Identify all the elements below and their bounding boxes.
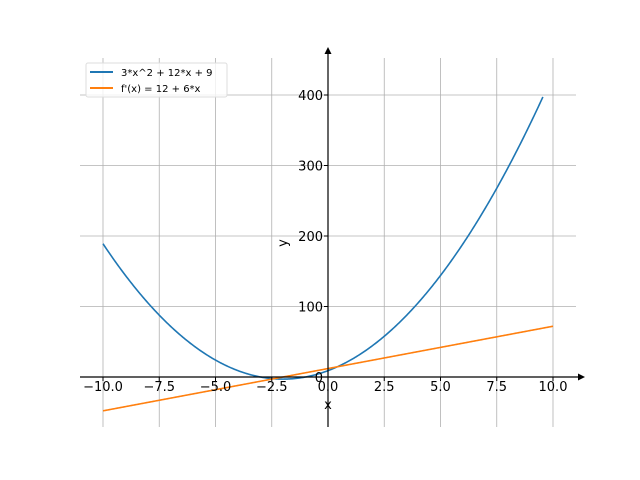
y-axis-label: y <box>276 239 291 247</box>
axes <box>80 47 585 427</box>
series-line-0 <box>102 96 544 380</box>
y-tick-label-3: 300 <box>298 160 323 175</box>
ticks: −10.0 −7.5 −5.0 −2.5 0.0 2.5 5.0 7.5 10.0 0 100 200… <box>83 89 567 395</box>
legend-label-1: f'(x) = 12 + 6*x <box>121 84 201 95</box>
legend: 3*x^2 + 12*x + 9 f'(x) = 12 + 6*x <box>85 62 228 98</box>
x-tick-label-3: −2.5 <box>256 380 288 395</box>
x-tick-label-0: −10.0 <box>83 380 123 395</box>
y-tick-label-4: 400 <box>298 89 323 104</box>
x-tick-label-2: −5.0 <box>200 380 232 395</box>
y-axis-arrow-icon <box>324 47 332 54</box>
legend-frame <box>85 62 228 98</box>
legend-label-0: 3*x^2 + 12*x + 9 <box>121 68 213 79</box>
y-tick-label-2: 200 <box>298 230 323 245</box>
x-tick-label-5: 2.5 <box>374 380 395 395</box>
x-tick-label-4: 0.0 <box>318 380 339 395</box>
y-tick-label-1: 100 <box>298 301 323 316</box>
x-tick-label-8: 10.0 <box>539 380 568 395</box>
y-tick-label-0: 0 <box>315 371 323 386</box>
x-tick-label-1: −7.5 <box>143 380 175 395</box>
x-axis-label: x <box>324 398 332 413</box>
x-tick-label-6: 5.0 <box>430 380 451 395</box>
x-axis-arrow-icon <box>578 373 585 381</box>
x-tick-label-7: 7.5 <box>486 380 507 395</box>
